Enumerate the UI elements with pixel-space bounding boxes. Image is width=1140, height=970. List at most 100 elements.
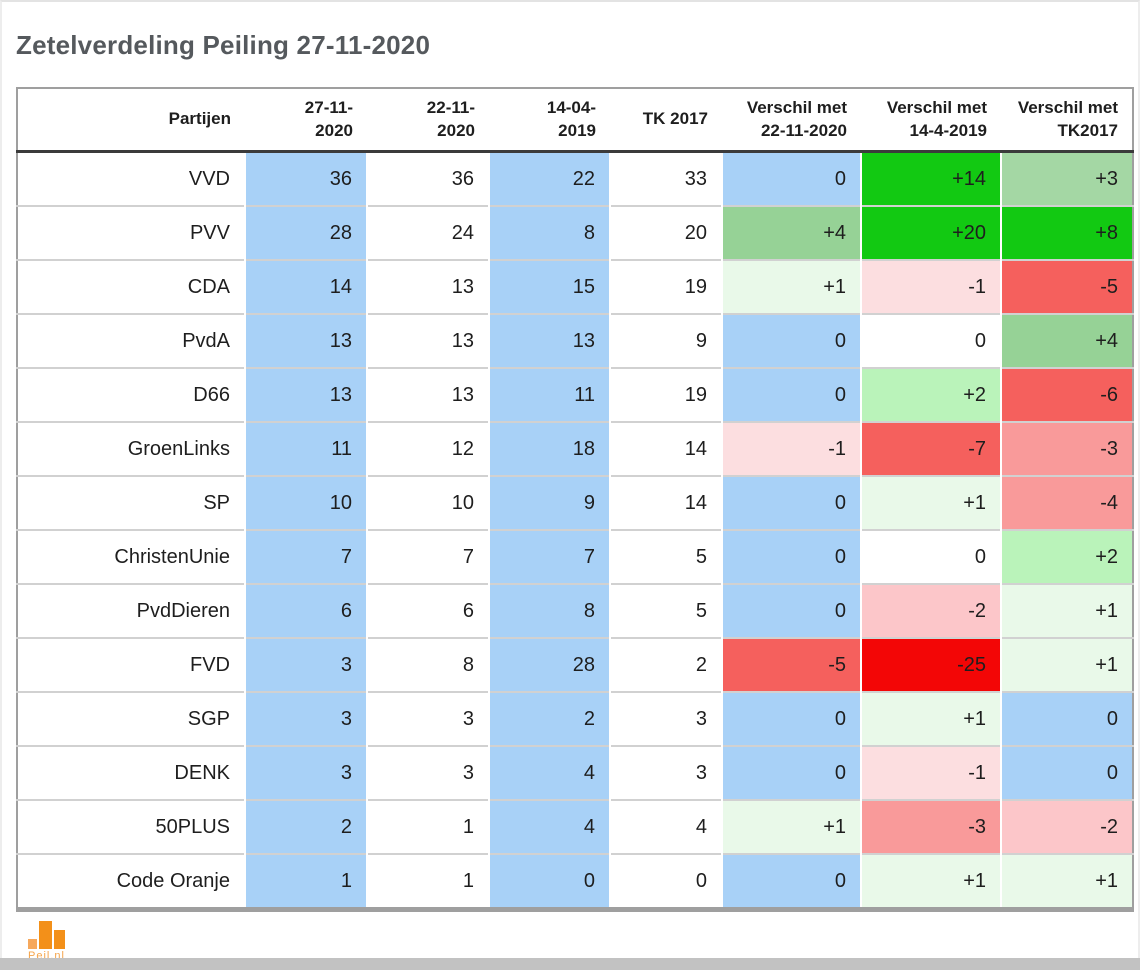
table-row: SGP 3 3 2 3 0 +1 0 — [17, 691, 1133, 746]
value-cell: +2 — [1001, 529, 1133, 584]
bar-chart-icon — [28, 921, 88, 949]
value-cell: 3 — [610, 691, 723, 746]
value-cell: -3 — [861, 799, 1002, 854]
value-cell: -1 — [861, 745, 1002, 800]
value-cell: 28 — [489, 637, 611, 692]
seat-distribution-table: Partijen 27-11- 2020 22-11- 2020 14-04- 201… — [16, 87, 1134, 912]
value-cell: -5 — [1001, 259, 1133, 314]
value-cell: -7 — [861, 421, 1002, 476]
table-row: CDA 14 13 15 19 +1 -1 -5 — [17, 259, 1133, 314]
value-cell: 14 — [610, 421, 723, 476]
value-cell: 13 — [489, 313, 611, 368]
value-cell: +1 — [861, 475, 1002, 530]
value-cell: 5 — [610, 529, 723, 584]
value-cell: +1 — [722, 259, 862, 314]
value-cell: 20 — [610, 205, 723, 260]
table-row: GroenLinks 11 12 18 14 -1 -7 -3 — [17, 421, 1133, 476]
party-name: CDA — [17, 259, 246, 314]
value-cell: 1 — [245, 853, 368, 910]
value-cell: 3 — [245, 745, 368, 800]
party-name: D66 — [17, 367, 246, 422]
party-name: DENK — [17, 745, 246, 800]
value-cell: 5 — [610, 583, 723, 638]
table-row: DENK 3 3 4 3 0 -1 0 — [17, 745, 1133, 800]
value-cell: 33 — [610, 150, 723, 206]
party-name: ChristenUnie — [17, 529, 246, 584]
value-cell: +2 — [861, 367, 1002, 422]
column-header-verschil-met-tk2017: Verschil met TK2017 — [1001, 88, 1133, 152]
party-name: PVV — [17, 205, 246, 260]
table-row: PvdDieren 6 6 8 5 0 -2 +1 — [17, 583, 1133, 638]
value-cell: 8 — [367, 637, 490, 692]
value-cell: 0 — [861, 313, 1002, 368]
value-cell: 22 — [489, 150, 611, 206]
table-row: Code Oranje 1 1 0 0 0 +1 +1 — [17, 853, 1133, 910]
table-row: 50PLUS 2 1 4 4 +1 -3 -2 — [17, 799, 1133, 854]
table-row: FVD 3 8 28 2 -5 -25 +1 — [17, 637, 1133, 692]
value-cell: 3 — [367, 745, 490, 800]
value-cell: 6 — [245, 583, 368, 638]
value-cell: +1 — [1001, 583, 1133, 638]
value-cell: 0 — [489, 853, 611, 910]
value-cell: -4 — [1001, 475, 1133, 530]
value-cell: 6 — [367, 583, 490, 638]
value-cell: 9 — [610, 313, 723, 368]
value-cell: 7 — [489, 529, 611, 584]
value-cell: +1 — [722, 799, 862, 854]
value-cell: 0 — [610, 853, 723, 910]
value-cell: 13 — [367, 313, 490, 368]
value-cell: 0 — [722, 529, 862, 584]
value-cell: 15 — [489, 259, 611, 314]
value-cell: 19 — [610, 259, 723, 314]
value-cell: 3 — [245, 637, 368, 692]
party-name: PvdA — [17, 313, 246, 368]
value-cell: 0 — [722, 745, 862, 800]
value-cell: 0 — [1001, 745, 1133, 800]
value-cell: 4 — [610, 799, 723, 854]
value-cell: 4 — [489, 799, 611, 854]
value-cell: 0 — [722, 583, 862, 638]
value-cell: 2 — [610, 637, 723, 692]
value-cell: 2 — [245, 799, 368, 854]
value-cell: 0 — [722, 313, 862, 368]
value-cell: 8 — [489, 583, 611, 638]
table-row: VVD 36 36 22 33 0 +14 +3 — [17, 150, 1133, 206]
table-row: PVV 28 24 8 20 +4 +20 +8 — [17, 205, 1133, 260]
party-name: SP — [17, 475, 246, 530]
value-cell: 2 — [489, 691, 611, 746]
value-cell: +20 — [861, 205, 1002, 260]
table-row: D66 13 13 11 19 0 +2 -6 — [17, 367, 1133, 422]
value-cell: 13 — [367, 259, 490, 314]
value-cell: 0 — [722, 853, 862, 910]
value-cell: +3 — [1001, 150, 1133, 206]
page-title: Zetelverdeling Peiling 27-11-2020 — [16, 30, 431, 60]
column-header-verschil-met-14-4-2019: Verschil met 14-4-2019 — [861, 88, 1001, 152]
column-header-22-11-2020: 22-11- 2020 — [367, 88, 489, 152]
table-row: PvdA 13 13 13 9 0 0 +4 — [17, 313, 1133, 368]
value-cell: 1 — [367, 853, 490, 910]
value-cell: -2 — [1001, 799, 1133, 854]
value-cell: 19 — [610, 367, 723, 422]
value-cell: 14 — [610, 475, 723, 530]
party-name: VVD — [17, 150, 246, 206]
value-cell: 13 — [367, 367, 490, 422]
value-cell: -1 — [861, 259, 1002, 314]
value-cell: 3 — [245, 691, 368, 746]
value-cell: 3 — [367, 691, 490, 746]
value-cell: 0 — [722, 475, 862, 530]
table-row: ChristenUnie 7 7 7 5 0 0 +2 — [17, 529, 1133, 584]
value-cell: 4 — [489, 745, 611, 800]
value-cell: -1 — [722, 421, 862, 476]
value-cell: 3 — [610, 745, 723, 800]
value-cell: 0 — [861, 529, 1002, 584]
column-header-14-04-2019: 14-04- 2019 — [489, 88, 610, 152]
value-cell: 0 — [722, 691, 862, 746]
value-cell: -25 — [861, 637, 1002, 692]
value-cell: -6 — [1001, 367, 1133, 422]
value-cell: 1 — [367, 799, 490, 854]
value-cell: 28 — [245, 205, 368, 260]
value-cell: +1 — [861, 853, 1002, 910]
column-header-partijen: Partijen — [17, 88, 245, 152]
value-cell: 10 — [367, 475, 490, 530]
value-cell: 11 — [489, 367, 611, 422]
